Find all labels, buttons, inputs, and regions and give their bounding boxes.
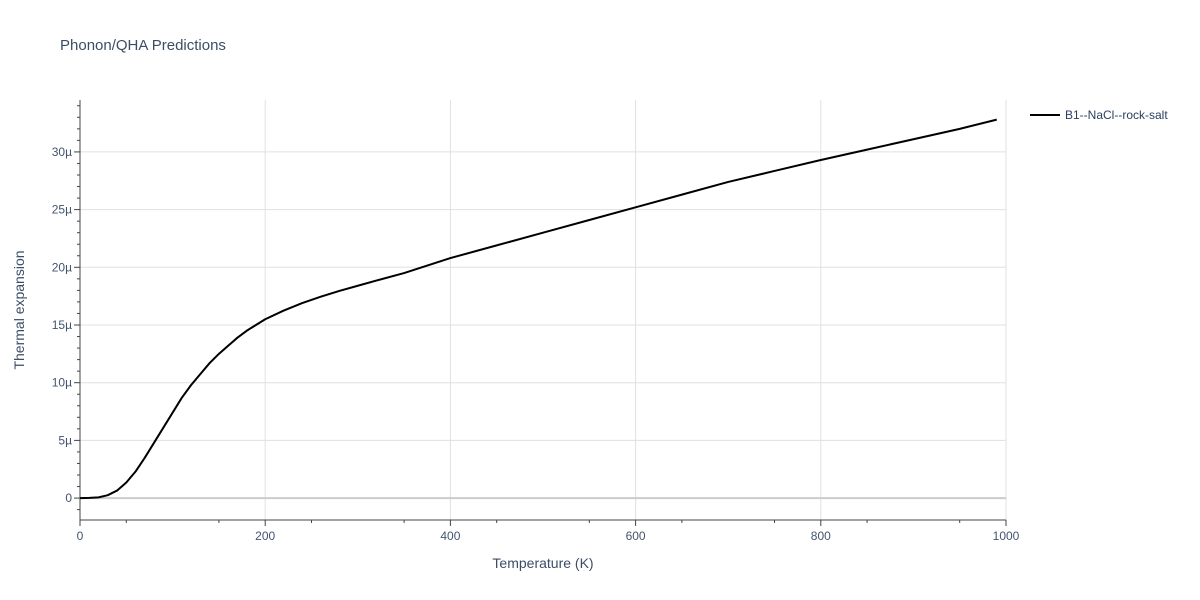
x-tick-label: 1000 [993,529,1020,543]
legend[interactable]: B1--NaCl--rock-salt [1030,108,1168,122]
chart-title: Phonon/QHA Predictions [60,37,226,54]
x-axis-title: Temperature (K) [492,555,593,571]
legend-label: B1--NaCl--rock-salt [1065,108,1168,122]
x-tick-label: 0 [77,529,84,543]
y-tick-label: 20µ [52,260,72,274]
x-tick-label: 600 [626,529,646,543]
grid-lines [80,100,1007,520]
y-axis-title: Thermal expansion [11,250,27,369]
y-tick-label: 30µ [52,145,72,159]
y-tick-label: 15µ [52,318,72,332]
x-tick-label: 800 [811,529,831,543]
x-tick-label: 400 [440,529,460,543]
y-tick-label: 0 [65,491,72,505]
x-tick-label: 200 [255,529,275,543]
series-line-0 [79,118,997,500]
series-layer [79,118,997,500]
y-tick-label: 5µ [58,433,72,447]
y-tick-label: 10µ [52,376,72,390]
axes: 0 200 400 600 800 1000 0 5µ 10µ 15µ 20µ 25µ 30µ [52,100,1020,543]
y-tick-label: 25µ [52,203,72,217]
